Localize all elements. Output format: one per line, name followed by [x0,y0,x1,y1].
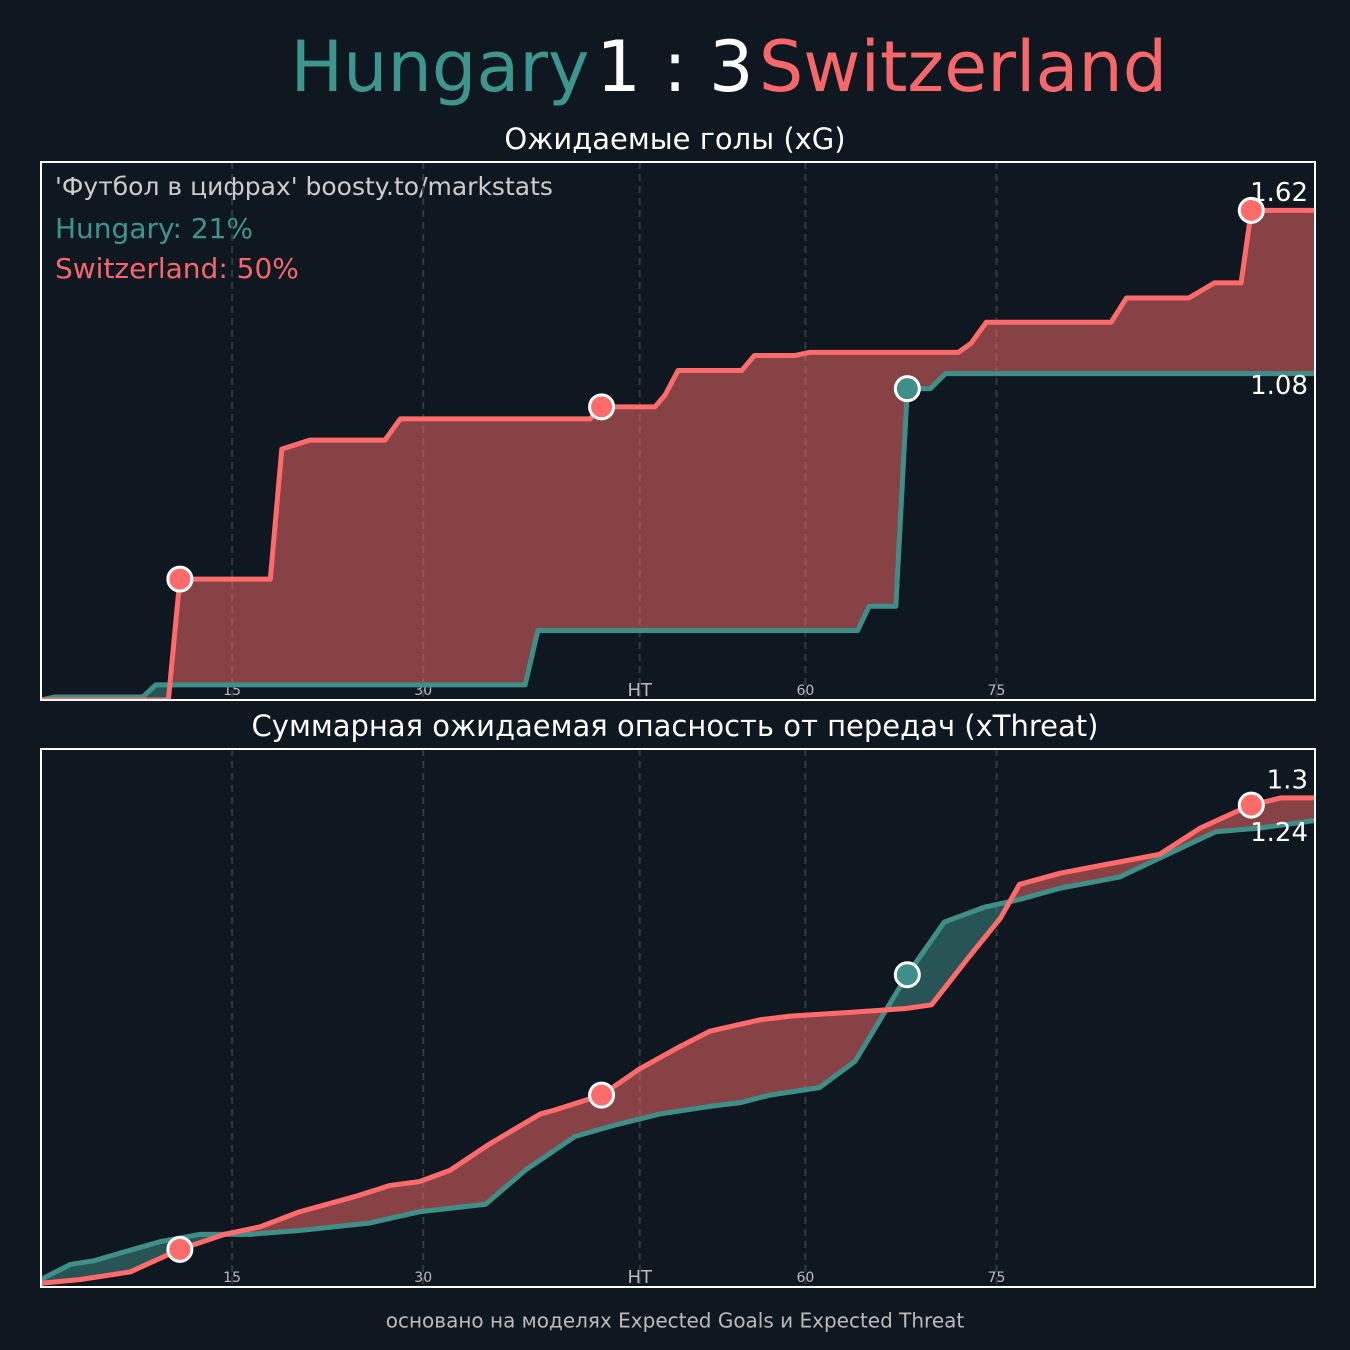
x-tick-label: HT [628,1267,654,1288]
series-line [41,795,1315,1286]
x-tick-label: 75 [988,1270,1006,1286]
chart-title: Суммарная ожидаемая опасность от передач… [252,709,1099,743]
goal-marker [1237,791,1265,819]
end-value-label: 1.08 [1250,371,1308,401]
home-probability: Hungary: 21% [55,212,253,245]
x-tick-label: 75 [988,683,1006,699]
x-tick-label: 60 [796,1270,814,1286]
x-tick-label: 15 [223,1270,241,1286]
series-line [41,207,1315,700]
end-value-label: 1.3 [1267,765,1308,795]
score: 1 : 3 [596,26,753,108]
end-value-label: 1.62 [1250,178,1308,208]
series-line [41,818,1316,1282]
chart-title: Ожидаемые голы (xG) [504,122,845,156]
plot-frame [40,748,1316,1288]
goal-marker [588,393,616,421]
x-tick-label: HT [628,680,654,701]
goal-marker [893,961,921,989]
watermark: 'Футбол в цифрах' boosty.to/markstats [55,172,553,201]
footer: основано на моделях Expected Goals и Exp… [386,1309,965,1333]
away-probability: Switzerland: 50% [55,252,299,285]
series-line [41,371,1315,700]
home-team: Hungary [291,26,590,108]
goal-marker [893,375,921,403]
away-team: Switzerland [759,26,1167,108]
goal-marker [1237,196,1265,224]
goal-marker [166,1235,194,1263]
x-tick-label: 30 [414,1270,432,1286]
goal-marker [588,1081,616,1109]
plot-frame [40,161,1316,701]
end-value-label: 1.24 [1250,818,1308,848]
goal-marker [166,565,194,593]
x-tick-label: 60 [796,683,814,699]
